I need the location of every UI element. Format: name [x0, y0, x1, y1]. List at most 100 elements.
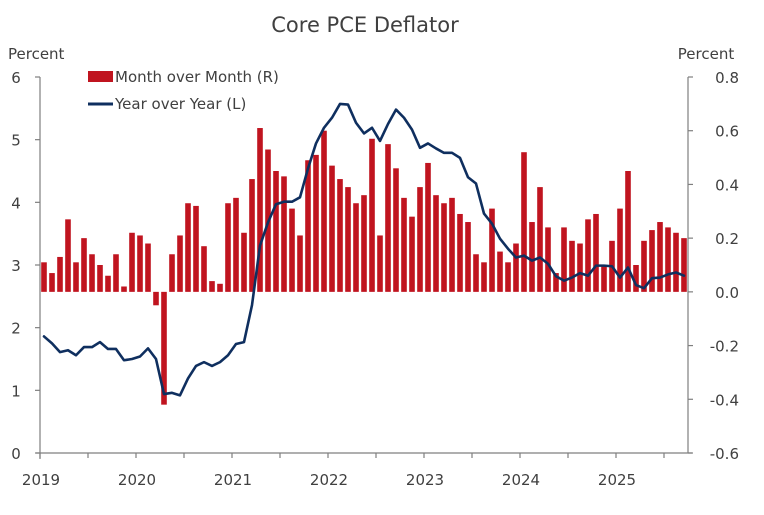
mom-bar [321, 130, 327, 292]
legend-swatch-mom [88, 71, 113, 82]
mom-bar [601, 265, 607, 292]
left-tick-label: 6 [11, 69, 21, 87]
mom-bar [337, 179, 343, 292]
left-tick-label: 2 [11, 320, 21, 338]
mom-bar [249, 179, 255, 292]
left-tick-label: 3 [11, 257, 21, 275]
mom-bar [657, 222, 663, 292]
right-tick-label: -0.4 [710, 391, 739, 409]
mom-bar [505, 262, 511, 292]
right-tick-label: -0.2 [710, 338, 739, 356]
mom-bar [385, 144, 391, 292]
mom-bar [441, 203, 447, 292]
right-tick-label: 0.4 [715, 176, 739, 194]
mom-bar [377, 235, 383, 292]
legend: Month over Month (R) Year over Year (L) [88, 68, 279, 113]
mom-bar [81, 238, 87, 292]
right-axis-label: Percent [678, 45, 735, 63]
mom-bar [289, 208, 295, 292]
mom-bar [177, 235, 183, 292]
mom-bar [241, 232, 247, 292]
mom-bar [481, 262, 487, 292]
axes: 0 1 2 3 4 5 6 -0.6 -0.4 -0.2 0.0 0.2 0.4 0.6 0.8 2019 20… [11, 69, 739, 489]
right-tick-label: 0.6 [715, 123, 739, 141]
mom-bar [137, 235, 143, 292]
left-tick-label: 5 [11, 132, 21, 150]
mom-bar [409, 216, 415, 292]
mom-bar [473, 254, 479, 292]
left-tick-label: 4 [11, 194, 21, 212]
x-tick-label: 2024 [502, 471, 540, 489]
mom-bar [361, 195, 367, 292]
mom-bar [113, 254, 119, 292]
mom-bar [161, 291, 167, 405]
mom-bar [521, 152, 527, 292]
mom-bar [641, 240, 647, 292]
mom-bar [465, 222, 471, 292]
mom-bar [649, 230, 655, 292]
mom-bar [281, 176, 287, 292]
mom-bar [353, 203, 359, 292]
mom-bar [457, 213, 463, 292]
chart-title: Core PCE Deflator [271, 13, 459, 37]
left-tick-label: 0 [11, 445, 21, 463]
mom-bar [329, 165, 335, 292]
mom-bar [73, 262, 79, 292]
mom-bar [49, 273, 55, 292]
mom-bar [185, 203, 191, 292]
mom-bar [225, 203, 231, 292]
mom-bar [217, 283, 223, 292]
mom-bar [369, 138, 375, 292]
right-tick-label: 0.8 [715, 69, 739, 87]
mom-bar [169, 254, 175, 292]
left-axis-label: Percent [8, 45, 65, 63]
mom-bar [201, 246, 207, 292]
mom-bar [417, 187, 423, 292]
mom-bar [345, 187, 351, 292]
mom-bar [105, 275, 111, 292]
mom-bar [433, 195, 439, 292]
mom-bar [297, 235, 303, 292]
right-tick-label: 0.2 [715, 230, 739, 248]
left-tick-label: 1 [11, 382, 21, 400]
mom-bar [497, 251, 503, 292]
mom-bar [425, 162, 431, 292]
mom-bar [273, 171, 279, 292]
x-tick-label: 2023 [406, 471, 444, 489]
mom-bar [257, 128, 263, 292]
mom-bar [449, 197, 455, 292]
mom-bar [233, 197, 239, 292]
mom-bar [489, 208, 495, 292]
x-tick-label: 2020 [118, 471, 156, 489]
mom-bar [393, 168, 399, 292]
legend-label-yoy: Year over Year (L) [114, 95, 246, 113]
mom-bar [681, 238, 687, 292]
mom-bar [585, 219, 591, 292]
yoy-line-layer [42, 102, 686, 397]
x-tick-label: 2025 [598, 471, 636, 489]
mom-bar [577, 243, 583, 292]
right-tick-label: -0.6 [710, 445, 739, 463]
mom-bar [665, 227, 671, 292]
mom-bar [97, 265, 103, 292]
mom-bar [209, 281, 215, 292]
mom-bars [41, 128, 687, 405]
mom-bar [65, 219, 71, 292]
mom-bar [633, 265, 639, 292]
mom-bar [193, 205, 199, 292]
x-tick-label: 2022 [310, 471, 348, 489]
mom-bar [153, 291, 159, 306]
mom-bar [553, 273, 559, 292]
mom-bar [129, 232, 135, 292]
legend-label-mom: Month over Month (R) [115, 68, 279, 86]
mom-bar [593, 213, 599, 292]
mom-bar [513, 243, 519, 292]
mom-bar [89, 254, 95, 292]
mom-bar [145, 243, 151, 292]
mom-bar [121, 286, 127, 292]
mom-bar [57, 256, 63, 292]
mom-bar [625, 171, 631, 292]
mom-bar [561, 227, 567, 292]
mom-bar [305, 160, 311, 292]
